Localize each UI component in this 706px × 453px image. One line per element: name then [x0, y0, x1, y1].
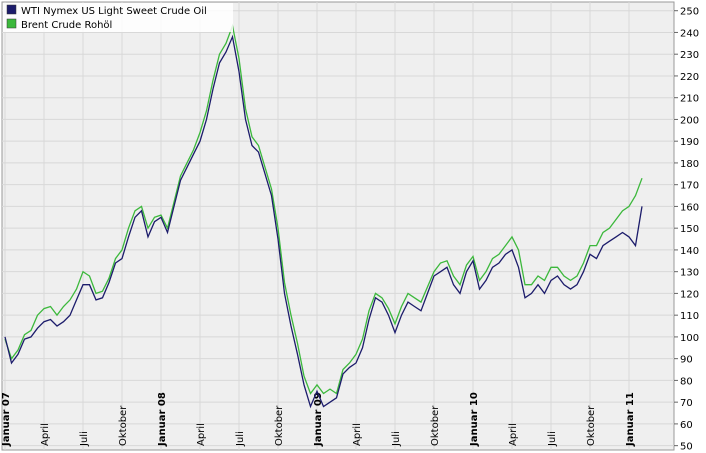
- y-tick-label: 170: [680, 181, 699, 192]
- y-tick-label: 240: [680, 28, 699, 39]
- y-tick-label: 110: [680, 311, 699, 322]
- x-tick-label: Oktober: [118, 405, 129, 446]
- x-tick-label: April: [40, 423, 51, 446]
- x-tick-label: Oktober: [586, 405, 597, 446]
- x-tick-label: Januar 09: [313, 392, 324, 447]
- y-tick-label: 70: [680, 398, 693, 409]
- series-line: [4, 23, 643, 395]
- x-tick-label: Juli: [79, 431, 90, 447]
- legend-box: [3, 3, 233, 32]
- y-tick-label: 190: [680, 137, 699, 148]
- y-tick-label: 200: [680, 115, 699, 126]
- x-tick-label: Oktober: [274, 405, 285, 446]
- y-tick-label: 60: [680, 420, 693, 431]
- series-line: [4, 34, 643, 409]
- y-tick-label: 210: [680, 94, 699, 105]
- y-tick-label: 120: [680, 289, 699, 300]
- y-tick-label: 250: [680, 7, 699, 18]
- legend-label: Brent Crude Rohöl: [21, 20, 112, 31]
- y-tick-label: 80: [680, 376, 693, 387]
- x-tick-label: Januar 11: [625, 392, 636, 447]
- x-tick-label: April: [196, 423, 207, 446]
- y-tick-label: 180: [680, 159, 699, 170]
- y-tick-label: 130: [680, 268, 699, 279]
- y-tick-label: 220: [680, 72, 699, 83]
- x-tick-label: Januar 07: [1, 392, 12, 447]
- x-tick-label: April: [352, 423, 363, 446]
- legend-swatch: [6, 18, 17, 29]
- y-tick-label: 230: [680, 50, 699, 61]
- plot-area: [1, 1, 675, 451]
- x-tick-label: Juli: [235, 431, 246, 447]
- legend-label: WTI Nymex US Light Sweet Crude Oil: [21, 6, 207, 17]
- y-tick-label: 50: [680, 442, 693, 453]
- x-tick-label: Januar 08: [157, 392, 168, 447]
- x-tick-label: Januar 10: [469, 392, 480, 447]
- y-tick-label: 160: [680, 202, 699, 213]
- x-tick-label: Juli: [547, 431, 558, 447]
- legend: WTI Nymex US Light Sweet Crude Oil Brent …: [3, 3, 233, 32]
- x-tick-label: April: [508, 423, 519, 446]
- legend-swatch: [6, 4, 17, 15]
- x-tick-label: Oktober: [430, 405, 441, 446]
- x-tick-label: Juli: [391, 431, 402, 447]
- y-tick-label: 140: [680, 246, 699, 257]
- y-tick-label: 100: [680, 333, 699, 344]
- y-tick-label: 90: [680, 355, 693, 366]
- y-tick-label: 150: [680, 224, 699, 235]
